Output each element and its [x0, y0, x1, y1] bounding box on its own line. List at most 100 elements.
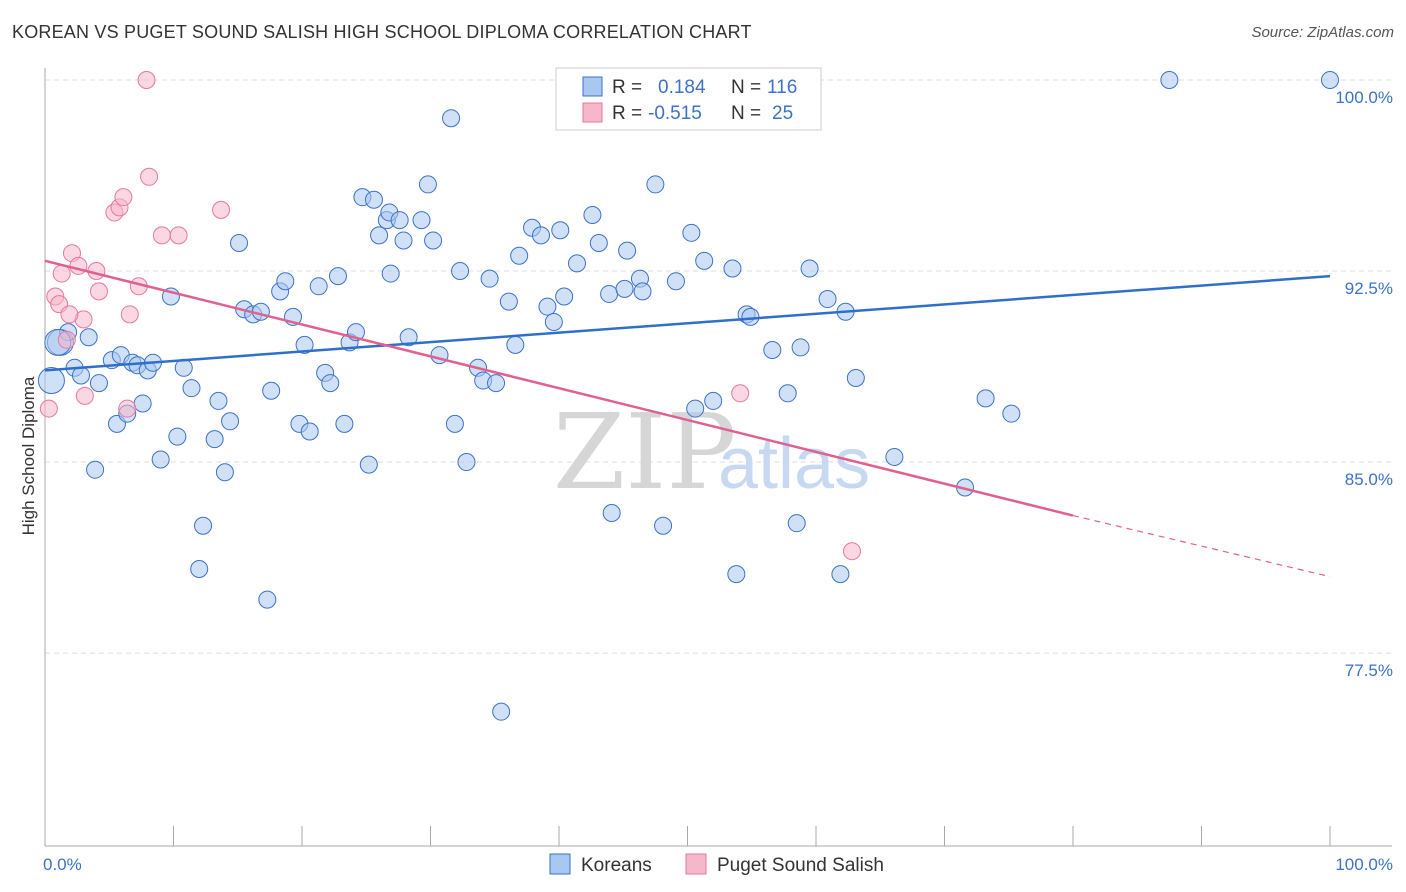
- korean-point-14: [133, 394, 152, 413]
- salish-point-8: [75, 386, 94, 405]
- korean-point-87: [646, 175, 665, 194]
- legend-n-label-salish: N =: [731, 103, 761, 124]
- korean-point-109: [976, 389, 995, 408]
- salish-point-6: [69, 256, 88, 275]
- korean-point-27: [221, 412, 240, 431]
- salish-point-23: [842, 542, 861, 561]
- bottom-legend-label-koreans: Koreans: [581, 855, 652, 876]
- korean-point-43: [328, 267, 347, 286]
- korean-point-48: [359, 455, 378, 474]
- korean-point-57: [412, 211, 431, 230]
- salish-point-15: [120, 305, 139, 324]
- korean-point-56: [399, 328, 418, 347]
- korean-point-112: [1321, 71, 1339, 89]
- korean-point-22: [194, 516, 213, 535]
- korean-point-68: [487, 374, 506, 393]
- korean-point-79: [583, 205, 602, 224]
- salish-point-18: [140, 167, 159, 186]
- legend-swatch-koreans: [582, 76, 603, 97]
- bottom-legend-swatch-salish: [685, 853, 707, 875]
- korean-point-76: [551, 221, 570, 240]
- korean-point-93: [704, 391, 723, 410]
- y-axis-label: High School Diploma: [19, 376, 38, 535]
- korean-point-71: [510, 246, 529, 265]
- korean-point-88: [654, 516, 673, 535]
- korean-point-32: [258, 590, 277, 609]
- x-tick-label-0: 0.0%: [43, 855, 82, 874]
- korean-point-58: [418, 175, 437, 194]
- korean-point-94: [723, 259, 742, 278]
- axes: [44, 68, 1392, 847]
- legend-swatch-salish: [582, 102, 603, 123]
- korean-point-73: [532, 226, 551, 245]
- korean-point-26: [215, 463, 234, 482]
- korean-point-97: [741, 307, 760, 326]
- salish-point-4: [57, 330, 76, 349]
- salish-point-19: [152, 226, 171, 245]
- korean-point-33: [262, 381, 281, 400]
- x-tick-label-1: 100.0%: [1335, 855, 1393, 874]
- trend-line-koreans: [44, 274, 1331, 372]
- stats-legend: R = 0.184 N = 116 R = -0.515 N = 25: [555, 67, 822, 131]
- legend-r-value-salish: -0.515: [648, 103, 702, 124]
- korean-point-4: [71, 366, 90, 385]
- korean-point-98: [763, 340, 782, 359]
- korean-point-38: [295, 335, 314, 354]
- korean-point-101: [791, 338, 810, 357]
- korean-point-100: [787, 514, 806, 533]
- legend-n-value-salish: 25: [772, 103, 793, 124]
- watermark: ZIP atlas: [553, 391, 870, 513]
- korean-point-44: [335, 414, 354, 433]
- salish-point-17: [137, 71, 156, 89]
- salish-point-20: [169, 226, 188, 245]
- korean-point-99: [778, 384, 797, 403]
- korean-point-54: [390, 211, 409, 230]
- korean-point-80: [589, 234, 608, 253]
- korean-point-107: [885, 447, 904, 466]
- korean-point-110: [1002, 404, 1021, 423]
- korean-point-52: [381, 264, 400, 283]
- korean-point-24: [205, 430, 224, 449]
- korean-point-49: [364, 190, 383, 209]
- salish-point-0: [39, 399, 58, 418]
- legend-r-value-koreans: 0.184: [658, 77, 706, 98]
- bottom-legend-label-salish: Puget Sound Salish: [717, 855, 884, 876]
- korean-point-89: [666, 272, 685, 291]
- korean-point-5: [79, 328, 98, 347]
- korean-point-77: [555, 287, 574, 306]
- korean-point-42: [321, 374, 340, 393]
- trend-lines: [44, 259, 1331, 578]
- korean-point-6: [89, 374, 108, 393]
- y-tick-label-2: 92.5%: [1345, 279, 1393, 298]
- korean-point-103: [818, 290, 837, 309]
- salish-point-13: [114, 188, 133, 207]
- korean-point-91: [686, 399, 705, 418]
- korean-point-114: [492, 702, 511, 721]
- legend-n-value-koreans: 116: [767, 77, 797, 98]
- korean-point-21: [182, 379, 201, 398]
- korean-point-23: [190, 560, 209, 579]
- korean-point-39: [300, 422, 319, 441]
- korean-point-55: [394, 231, 413, 250]
- korean-point-92: [695, 251, 714, 270]
- y-tick-label-3: 100.0%: [1335, 88, 1393, 107]
- source-label: Source: ZipAtlas.com: [1251, 24, 1394, 41]
- korean-point-64: [457, 453, 476, 472]
- korean-point-25: [209, 391, 228, 410]
- chart-title: KOREAN VS PUGET SOUND SALISH HIGH SCHOOL…: [12, 22, 752, 42]
- korean-point-35: [276, 272, 295, 291]
- salish-point-22: [731, 384, 750, 403]
- korean-point-67: [480, 269, 499, 288]
- trend-line-salish: [44, 259, 1074, 517]
- salish-point-10: [89, 282, 108, 301]
- watermark-zip: ZIP: [553, 391, 736, 513]
- x-tick-labels: 0.0% 100.0%: [43, 855, 1393, 874]
- korean-point-59: [424, 231, 443, 250]
- korean-point-50: [370, 226, 389, 245]
- korean-point-62: [445, 414, 464, 433]
- korean-point-111: [1160, 71, 1179, 89]
- y-tick-labels: 77.5% 85.0% 92.5% 100.0%: [1335, 88, 1393, 680]
- watermark-atlas: atlas: [718, 424, 870, 504]
- korean-point-63: [451, 262, 470, 281]
- gridlines: [45, 79, 1392, 654]
